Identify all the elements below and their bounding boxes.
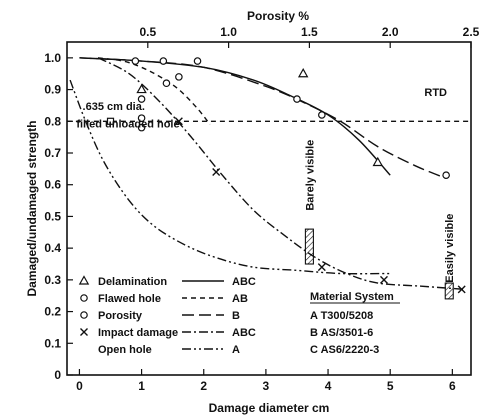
y-tick-label: 0.3: [44, 273, 61, 287]
legend-line-label: B: [232, 310, 240, 322]
data-point-flawed-hole: [193, 57, 202, 65]
y-tick-label: 0.2: [44, 305, 61, 319]
data-point-flawed-hole: [137, 123, 146, 132]
top-x-tick-label: 2.5: [463, 25, 480, 39]
material-system-item: B AS/3501-6: [310, 327, 373, 339]
top-x-tick-label: 1.5: [301, 25, 318, 39]
curves: [67, 57, 471, 291]
legend-label: Flawed hole: [98, 293, 161, 305]
legend-line-label: AB: [232, 293, 248, 305]
y-tick-label: 1.0: [44, 51, 61, 65]
hatched-bar: [304, 228, 314, 265]
legend-marker: [80, 294, 88, 302]
data-point-impact-damage: [457, 285, 466, 294]
rtd-label: RTD: [424, 87, 447, 99]
legend-label: Delamination: [98, 276, 167, 288]
y-tick-label: 0.9: [44, 83, 61, 97]
x-tick-label: 6: [449, 379, 456, 393]
legend-marker: [80, 328, 88, 336]
y-tick-label: 0.7: [44, 146, 61, 160]
tick-marks: [67, 42, 472, 376]
material-system-title: Material System: [310, 291, 394, 303]
y-tick-label: 0.6: [44, 178, 61, 192]
x-tick-label: 1: [138, 379, 145, 393]
x-axis-title: Damage diameter cm: [209, 401, 330, 415]
top-x-tick-label: 2.0: [382, 25, 399, 39]
y-tick-label: 0.5: [44, 209, 61, 223]
x-tick-label: 0: [76, 379, 83, 393]
data-point-impact-damage: [212, 168, 221, 177]
curve-open-hole: [69, 79, 391, 275]
x-tick-label: 5: [387, 379, 394, 393]
barely-visible-label: Barely visible: [304, 140, 316, 211]
data-point-impact-damage: [317, 263, 326, 272]
curve-porosity: [79, 57, 447, 180]
data-point-delamination: [136, 83, 147, 94]
data-point-flawed-hole: [137, 95, 146, 103]
legend-marker: [80, 311, 88, 319]
y-tick-label: 0.4: [44, 241, 61, 255]
curve-delamination: [79, 57, 391, 176]
legend-line-label: ABC: [232, 276, 256, 288]
x-tick-label: 2: [200, 379, 207, 393]
material-system-item: C AS6/2220-3: [310, 344, 379, 356]
legend-line-label: A: [232, 344, 240, 356]
legend-line-label: ABC: [232, 327, 256, 339]
easily-visible-label: Easily visible: [444, 214, 456, 283]
plot-frame: [66, 41, 472, 376]
hatched-bar: [444, 282, 454, 300]
x-tick-label: 3: [263, 379, 270, 393]
markers: [106, 57, 466, 294]
data-point-porosity: [293, 95, 301, 103]
y-tick-label: 0.1: [44, 336, 61, 350]
labels: 0 1 2 3 4 5 6 0 0.1 0.2 0.3 0.4 0.5 0.6 0.7 0.8 0.9 1.0 0.…: [25, 9, 480, 415]
legend-label: Impact damage: [98, 327, 178, 339]
data-point-filled-unloaded-hole: [106, 117, 115, 125]
data-point-impact-damage: [379, 275, 388, 284]
y-axis-title: Damaged/undamaged strength: [25, 120, 39, 296]
legend-marker: [78, 275, 90, 285]
y-tick-label: 0.8: [44, 114, 61, 128]
data-point-impact-damage: [174, 117, 183, 126]
legend-label: Porosity: [98, 310, 143, 322]
data-point-porosity: [318, 111, 326, 119]
data-point-delamination: [372, 156, 383, 167]
top-x-axis-title: Porosity %: [247, 9, 309, 23]
material-system-item: A T300/5208: [310, 310, 373, 322]
data-point-porosity: [442, 171, 450, 180]
y-tick-label: 0: [54, 368, 61, 382]
data-point-delamination: [297, 67, 309, 78]
data-point-flawed-hole: [137, 114, 146, 122]
data-point-flawed-hole: [159, 57, 168, 65]
legend: Delamination ABC Flawed hole AB Porosity B Imp…: [78, 275, 400, 356]
top-x-tick-label: 0.5: [139, 25, 156, 39]
data-point-flawed-hole: [131, 57, 140, 65]
hole-label: filled unloaded hole: [76, 119, 179, 131]
data-point-flawed-hole: [175, 73, 183, 81]
x-tick-label: 4: [325, 379, 332, 393]
plot-area-border: [66, 41, 472, 376]
hole-diameter-label: .635 cm dia.: [83, 101, 145, 113]
top-x-tick-label: 1.0: [220, 25, 237, 39]
curve-flawed-hole: [97, 57, 211, 125]
data-point-flawed-hole: [162, 79, 171, 88]
legend-label: Open hole: [98, 344, 152, 356]
hatched-bars: [304, 228, 454, 300]
